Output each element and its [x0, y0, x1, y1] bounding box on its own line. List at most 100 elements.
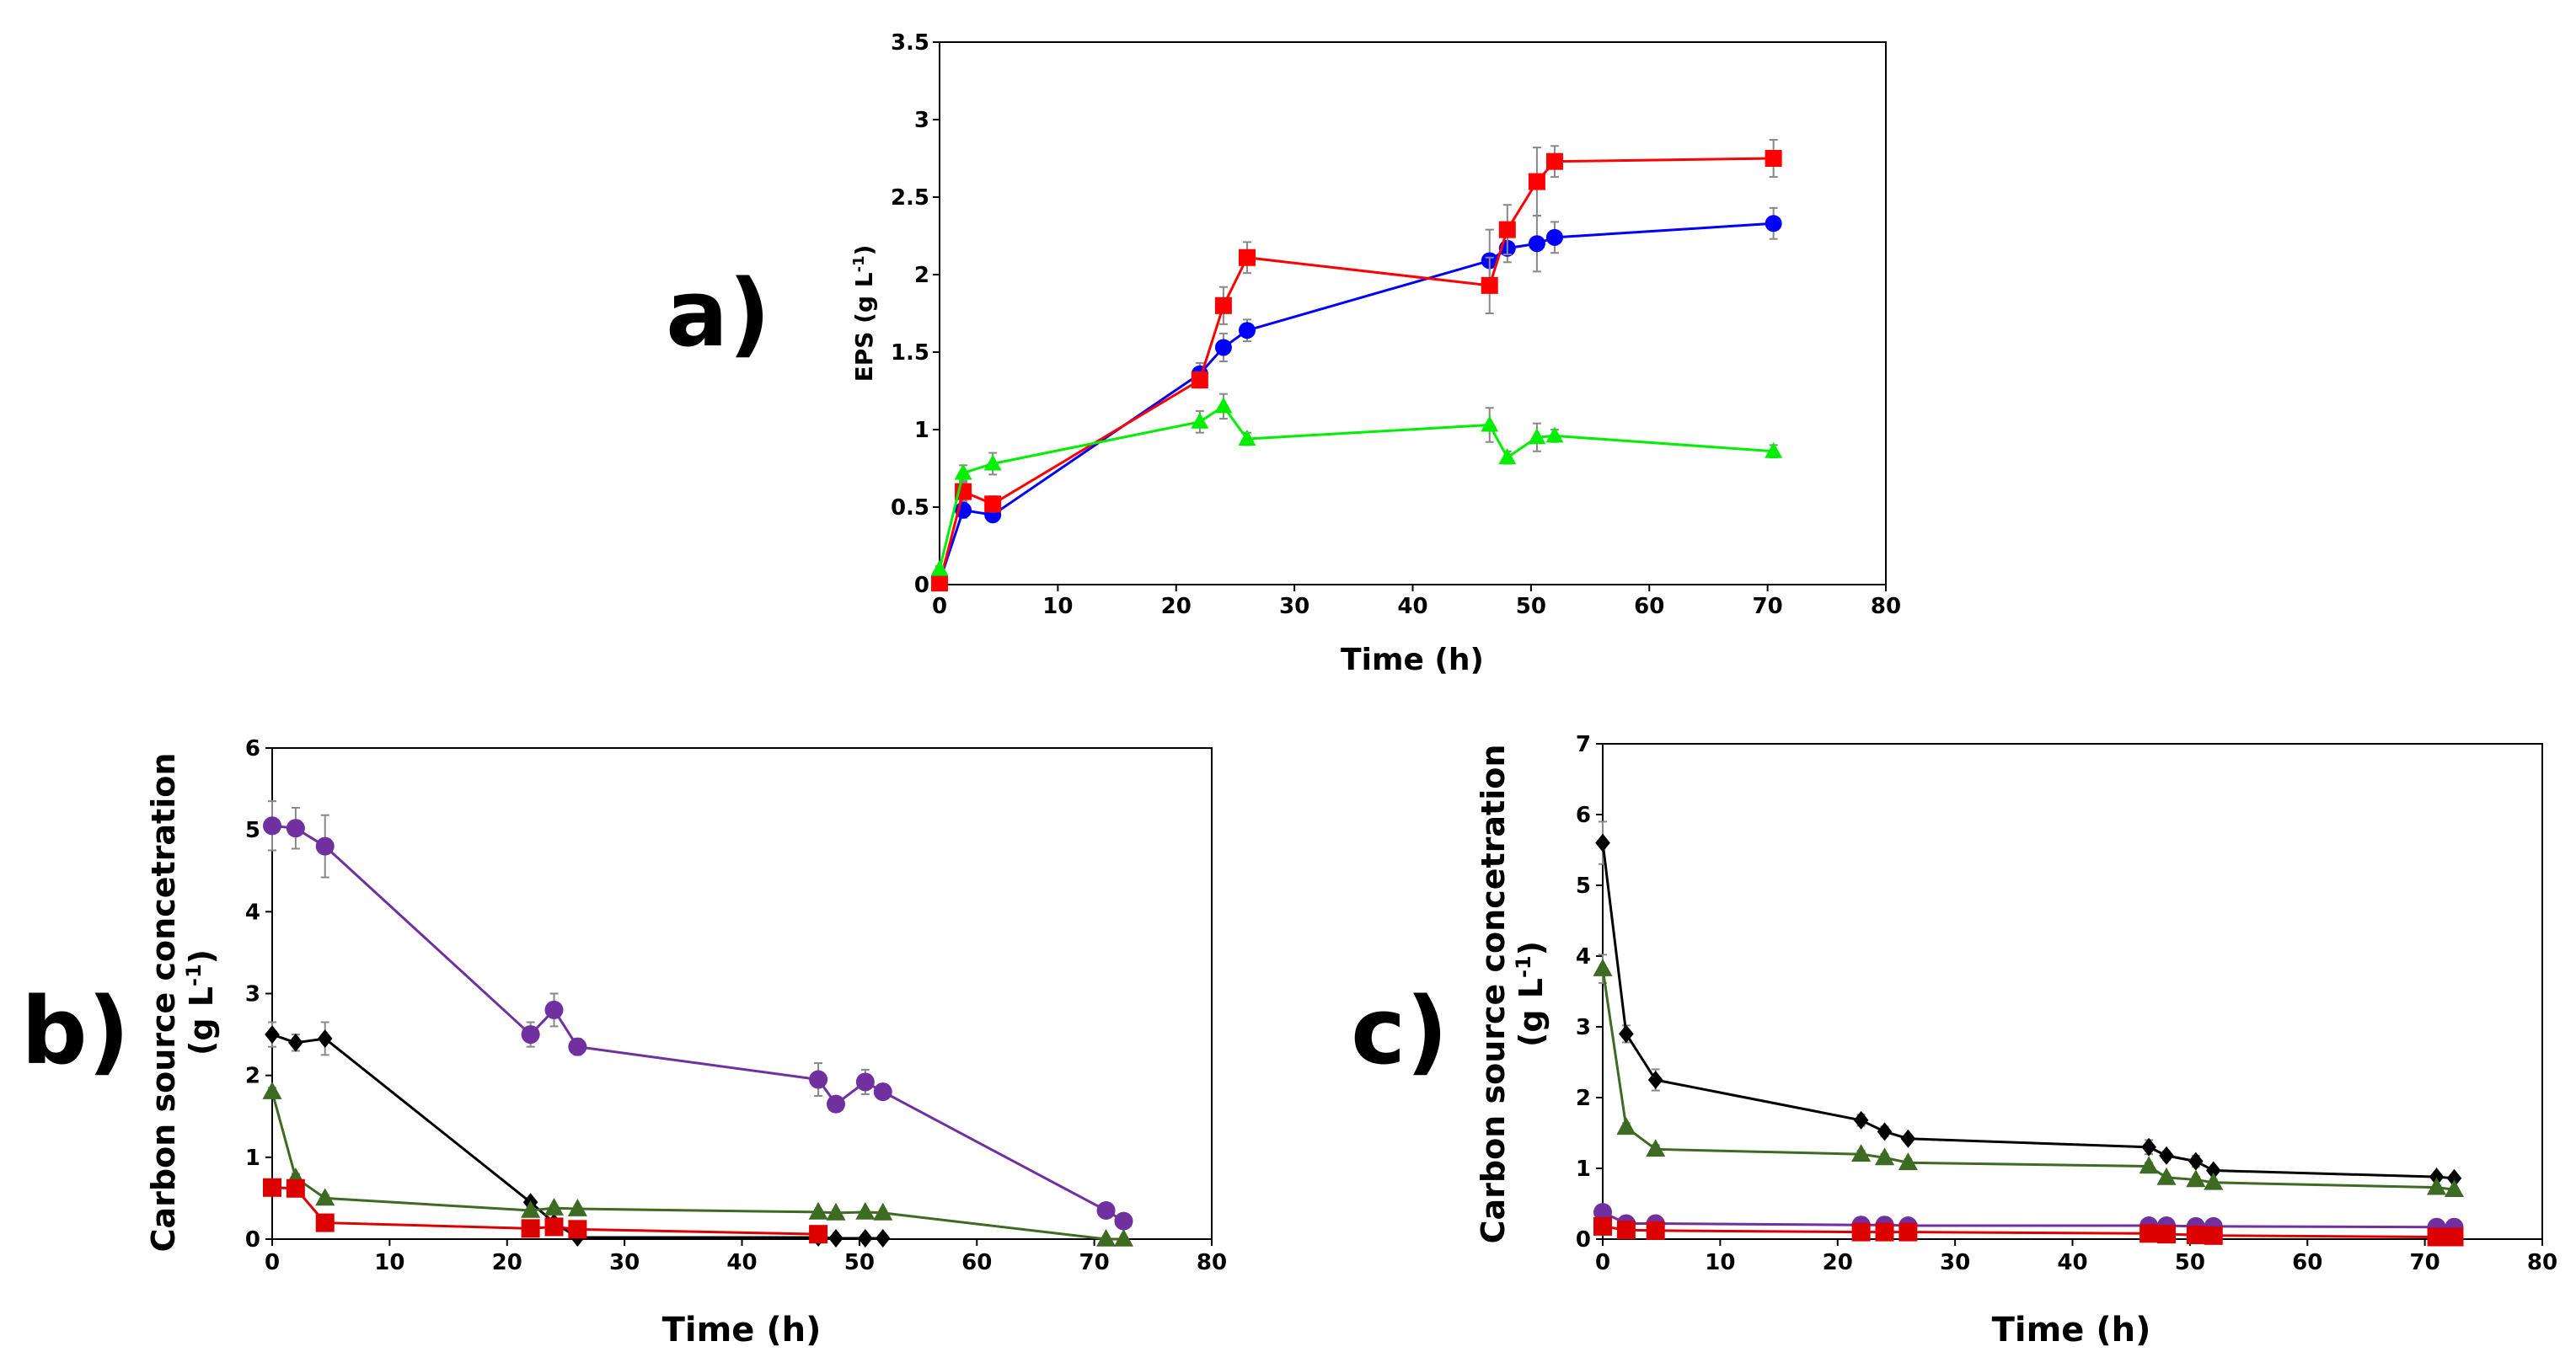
panel-c-y-axis-label-line1: Carbon source concetration [1475, 745, 1512, 1244]
panel-b-y-axis-label-sup: -1 [182, 964, 206, 986]
panel-a-label: a) [666, 259, 771, 367]
panel-b-data-point [522, 1219, 540, 1237]
panel-a-series-2 [931, 140, 1782, 591]
panel-c-data-point [1617, 1221, 1636, 1239]
panel-a-y-tick-label: 3 [914, 108, 929, 133]
panel-b-data-point [809, 1202, 828, 1220]
panel-b-data-point [316, 1214, 335, 1232]
panel-c-data-point [1593, 1217, 1612, 1236]
panel-a-x-tick-label: 20 [1161, 594, 1192, 619]
panel-b-y-axis-label-main: (g L [183, 986, 220, 1055]
panel-c-y-tick-label: 3 [1576, 1015, 1591, 1040]
panel-b-y-tick-label: 0 [245, 1227, 260, 1253]
panel-a-data-point [1481, 415, 1498, 431]
panel-c-data-point [2140, 1156, 2159, 1173]
panel-b-marks [262, 801, 1133, 1248]
panel-a-y-tick-label: 1.5 [891, 340, 929, 366]
panel-b-label: b) [21, 977, 130, 1085]
panel-c-x-tick-label: 80 [2527, 1250, 2557, 1275]
panel-a-data-point [1499, 222, 1516, 238]
panel-b-x-tick-label: 10 [374, 1250, 404, 1275]
panel-c-data-point [1616, 1117, 1636, 1135]
panel-a-chart: a) 0 10 20 30 40 50 60 70 8000.511.522.533.5 Tim… [666, 30, 1901, 677]
panel-c-data-point [1877, 1122, 1893, 1141]
panel-b-y-tick-label: 2 [245, 1064, 260, 1089]
panel-c-series-line [1603, 843, 2454, 1178]
panel-c-data-point [1899, 1223, 1917, 1242]
panel-c-y-axis-label-line2: (g L-1) [1512, 941, 1550, 1047]
panel-b-data-point [522, 1025, 540, 1044]
panel-c-data-point [1593, 959, 1612, 976]
panel-b-data-point [568, 1038, 586, 1056]
panel-a-x-tick-label: 50 [1516, 594, 1546, 619]
panel-a-data-point [1239, 249, 1256, 266]
panel-c-data-point [1876, 1223, 1894, 1242]
panel-c-data-point [2157, 1225, 2176, 1243]
panel-b-y-axis-label-end: ) [183, 949, 220, 964]
panel-b-data-point [809, 1225, 827, 1243]
panel-b-y-axis-label-line1: Carbon source concetration [145, 753, 182, 1253]
panel-b-y-tick-label: 1 [245, 1146, 260, 1171]
panel-b-x-tick-label: 0 [265, 1250, 280, 1275]
panel-c-data-point [2445, 1227, 2463, 1246]
panel-a-data-point [1192, 371, 1208, 388]
panel-b-y-tick-label: 5 [245, 818, 260, 843]
panel-b-x-axis-label: Time (h) [662, 1311, 822, 1349]
panel-c-data-point [1647, 1221, 1665, 1240]
panel-c-y-axis-label-sup: -1 [1512, 955, 1535, 978]
panel-a-y-axis-label-sup: -1 [850, 255, 868, 272]
panel-a-data-point [1529, 174, 1545, 190]
panel-c-data-point [2140, 1224, 2158, 1242]
panel-c-data-point [2141, 1138, 2156, 1157]
panel-a-y-tick-label: 2 [914, 263, 929, 288]
panel-b-data-point [545, 1001, 564, 1019]
panel-a-y-axis-label-main: EPS (g L [850, 272, 878, 382]
panel-c-x-tick-label: 10 [1705, 1250, 1735, 1275]
panel-b-y-tick-label: 6 [245, 736, 260, 761]
panel-c-data-point [1646, 1139, 1665, 1157]
panel-b-data-point [1097, 1201, 1116, 1220]
panel-c-x-axis-label: Time (h) [1992, 1311, 2151, 1349]
panel-b-data-point [545, 1217, 564, 1236]
panel-b-x-tick-label: 60 [961, 1250, 992, 1275]
panel-a-plot-frame [940, 42, 1886, 585]
panel-c-axes: 0 10 20 30 40 50 60 70 8001234567 [1576, 732, 2557, 1275]
panel-c-chart: c) 0 10 20 30 40 50 60 70 8001234567 Time (h) Ca… [1351, 732, 2557, 1349]
panel-a-data-point [1545, 426, 1563, 442]
panel-c-data-point [1852, 1223, 1871, 1242]
panel-a-x-tick-label: 30 [1279, 594, 1309, 619]
panel-a-y-tick-label: 1 [914, 418, 929, 443]
panel-a-series-line [940, 158, 1774, 583]
panel-b-data-point [263, 816, 281, 835]
panel-b-series-line [272, 826, 1123, 1221]
panel-b-y-tick-label: 3 [245, 982, 260, 1007]
panel-c-y-tick-label: 6 [1576, 803, 1591, 828]
panel-c-data-point [2159, 1146, 2174, 1165]
panel-b-data-point [1114, 1229, 1133, 1247]
panel-b-data-point [544, 1198, 564, 1216]
panel-b-data-point [288, 1034, 303, 1052]
panel-a-y-axis-label-end: ) [850, 245, 878, 256]
panel-a-data-point [1529, 235, 1545, 252]
panel-a-data-point [931, 574, 948, 591]
panel-b-y-tick-label: 4 [245, 900, 260, 925]
panel-b-data-point [287, 1179, 305, 1198]
panel-b-data-point [263, 1178, 281, 1197]
panel-c-x-tick-label: 0 [1595, 1250, 1610, 1275]
panel-a-data-point [1546, 153, 1563, 170]
panel-b-data-point [262, 1082, 281, 1099]
panel-b-y-axis-label-line2: (g L-1) [182, 949, 220, 1055]
panel-a-axes: 0 10 20 30 40 50 60 70 80 0 0.5 1 1.5 2 2.5 3 3.5 [891, 30, 1901, 619]
panel-a-y-tick-label: 0 [914, 573, 929, 598]
panel-c-x-tick-label: 50 [2175, 1250, 2205, 1275]
panel-c-y-axis-label-end: ) [1513, 941, 1550, 955]
panel-b-series-3 [262, 1082, 1133, 1247]
panel-b-data-point [828, 1229, 843, 1248]
panel-c-y-tick-label: 4 [1576, 944, 1591, 970]
panel-c-y-tick-label: 1 [1576, 1157, 1591, 1182]
panel-b-x-tick-label: 20 [492, 1250, 522, 1275]
panel-a-data-point [1215, 297, 1232, 314]
panel-a-data-point [1481, 277, 1498, 294]
panel-a-x-tick-label: 10 [1042, 594, 1073, 619]
panel-c-data-point [1595, 834, 1610, 852]
